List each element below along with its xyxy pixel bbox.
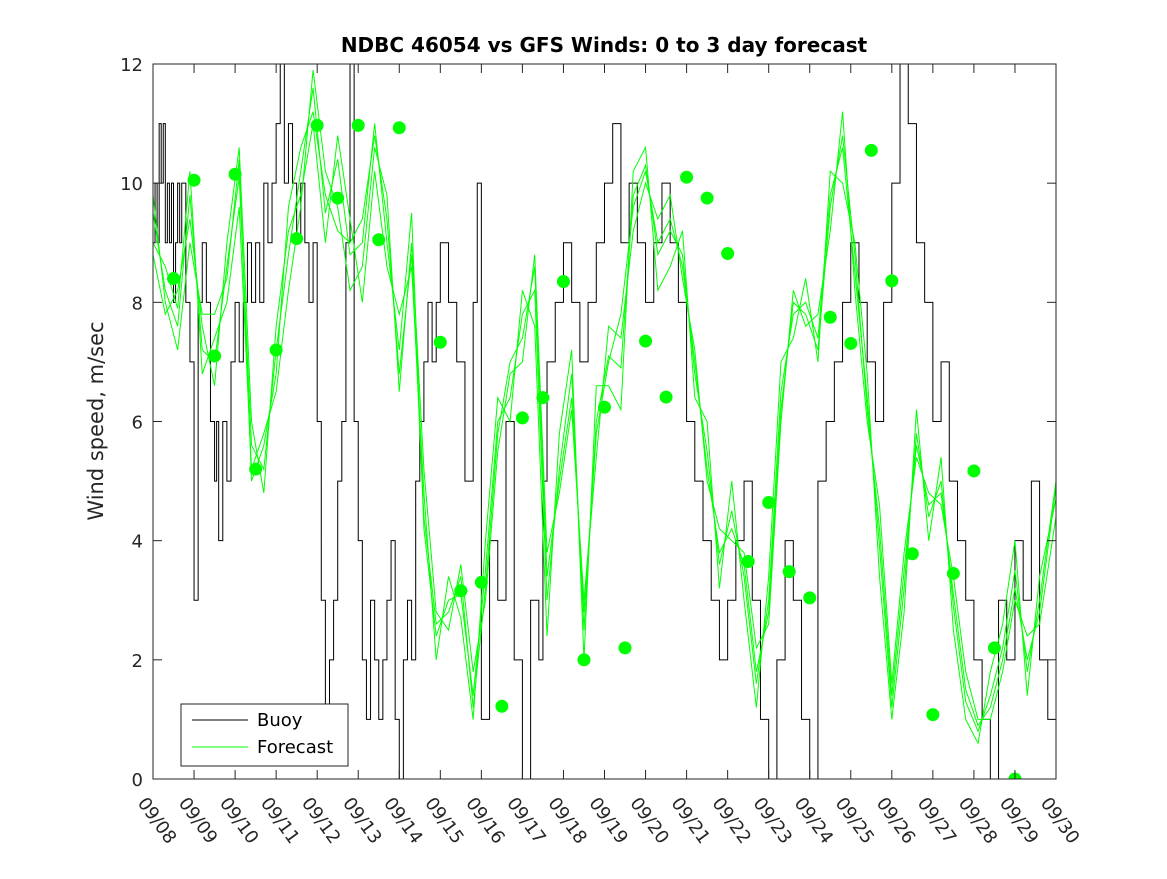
forecast-point: [577, 653, 591, 667]
forecast-point: [372, 233, 386, 247]
y-axis-label: Wind speed, m/sec: [84, 321, 108, 520]
forecast-point: [454, 584, 468, 598]
y-tick-label: 8: [132, 293, 143, 314]
chart-title: NDBC 46054 vs GFS Winds: 0 to 3 day fore…: [341, 33, 868, 57]
y-tick-label: 12: [120, 55, 143, 76]
legend: Buoy Forecast: [180, 703, 349, 767]
forecast-point: [515, 411, 529, 425]
forecast-point: [700, 191, 714, 205]
y-tick-label: 4: [132, 532, 143, 553]
series-layer: [153, 64, 1056, 779]
forecast-point: [721, 246, 735, 260]
forecast-point: [905, 547, 919, 561]
forecast-point: [741, 555, 755, 569]
forecast-point: [618, 641, 632, 655]
forecast-series-line-3: [153, 111, 1056, 727]
forecast-point: [598, 400, 611, 414]
forecast-point: [433, 335, 447, 349]
forecast-point: [844, 336, 858, 350]
buoy-series-line: [153, 64, 1056, 779]
forecast-point: [269, 343, 283, 357]
forecast-point: [392, 121, 406, 135]
forecast-point: [823, 310, 837, 324]
legend-buoy-label: Buoy: [257, 710, 303, 731]
forecast-point: [249, 462, 263, 476]
forecast-point: [351, 118, 365, 132]
forecast-point: [946, 566, 960, 580]
forecast-point: [885, 274, 899, 288]
forecast-point: [474, 575, 488, 589]
forecast-point: [987, 641, 1001, 655]
forecast-series-line-2: [153, 123, 1056, 745]
y-tick-label: 6: [132, 413, 143, 434]
forecast-point: [680, 170, 694, 184]
y-tick-label: 0: [132, 770, 143, 791]
forecast-point: [782, 565, 796, 579]
forecast-point: [167, 272, 181, 285]
forecast-point: [495, 699, 509, 713]
y-tick-label: 2: [132, 651, 143, 672]
forecast-point: [208, 349, 222, 363]
y-axis: 0 2 4 6 8 10 12: [120, 55, 1056, 791]
forecast-point: [310, 118, 324, 132]
forecast-point: [967, 464, 981, 478]
forecast-point: [926, 708, 940, 722]
forecast-point: [659, 390, 673, 404]
forecast-point: [290, 232, 304, 246]
forecast-point: [556, 274, 570, 288]
legend-box: [180, 703, 349, 767]
forecast-point: [864, 143, 878, 157]
forecast-point: [228, 167, 242, 181]
forecast-point: [803, 591, 817, 605]
forecast-point: [187, 173, 201, 187]
forecast-point: [331, 191, 345, 205]
forecast-point: [639, 334, 653, 348]
y-tick-label: 10: [120, 174, 143, 195]
legend-forecast-label: Forecast: [257, 737, 333, 758]
forecast-point: [536, 391, 550, 405]
forecast-point: [762, 496, 776, 510]
